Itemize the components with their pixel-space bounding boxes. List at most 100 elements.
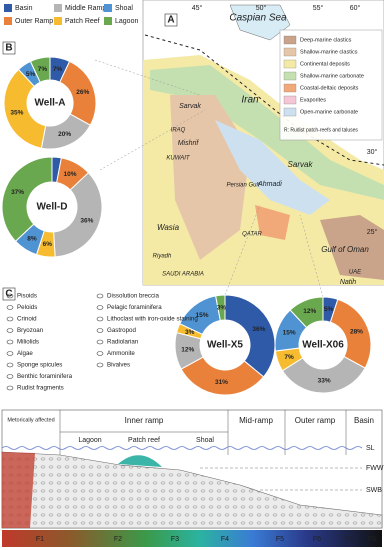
value-label: 35%: [10, 109, 23, 116]
map-zone: [255, 205, 290, 240]
value-label: 15%: [196, 312, 209, 319]
donut-title: Well-X06: [302, 340, 344, 351]
profile-label: Patch reef: [128, 437, 160, 444]
component-label: Pisoids: [17, 293, 37, 300]
donut-slice: [289, 296, 324, 329]
value-label: 28%: [350, 328, 363, 335]
value-label: 5%: [26, 71, 36, 78]
value-label: 5%: [324, 306, 334, 313]
facies-bar: [2, 530, 382, 547]
panel-label-box: [2, 41, 16, 55]
donut-slice: [180, 356, 265, 396]
map-label: SAUDI ARABIA: [162, 272, 204, 278]
component-icon: [6, 362, 14, 368]
leader-line: [224, 204, 261, 296]
legend-swatch: [54, 4, 62, 12]
legend-swatch: [4, 17, 12, 25]
donut-title: Well-D: [37, 202, 68, 213]
value-label: 10%: [64, 171, 77, 178]
leader-line: [94, 59, 201, 96]
component-label: Lithoclast with iron-oxide staining: [107, 316, 198, 323]
component-icon: [6, 328, 14, 333]
facies-label: F3: [171, 536, 179, 543]
component-label: Dissolution breccia: [107, 293, 159, 300]
map-legend-box: [279, 29, 383, 141]
level-label: FWWB: [366, 465, 384, 472]
component-label: Ammonite: [107, 350, 135, 357]
map-label: Sarvak: [288, 160, 314, 169]
facies-label: F2: [114, 536, 122, 543]
component-icon: [6, 339, 14, 345]
component-icon: [6, 374, 14, 379]
value-label: 12%: [303, 308, 316, 315]
component-label: Algae: [17, 350, 33, 357]
map-legend-note: R: Rudist patch-reefs and taluses: [284, 127, 358, 133]
meteoric-zone: [2, 452, 35, 528]
component-label: Rudist fragments: [17, 385, 64, 392]
value-label: 7%: [53, 66, 63, 73]
map-label: QATAR: [242, 232, 262, 238]
component-icon: [96, 362, 104, 368]
component-label: Pelagic foraminifera: [107, 304, 162, 311]
map-degree: 45°: [192, 4, 203, 12]
map-degree: 60°: [350, 4, 361, 12]
map-label: Natih: [340, 279, 356, 286]
value-label: 31%: [215, 379, 228, 386]
map-legend-swatch: [283, 95, 297, 105]
map-legend-label: Deep-marine clastics: [300, 37, 352, 43]
facies-label: F6: [313, 536, 321, 543]
legend-label: Shoal: [115, 5, 133, 12]
component-label: Gastropod: [107, 327, 136, 334]
facies-label: F4: [221, 536, 229, 543]
value-label: 3%: [185, 329, 195, 336]
component-label: Crinoid: [17, 316, 37, 323]
map-label: Caspian Sea: [229, 13, 287, 24]
sea-level: [1, 446, 363, 450]
legend-label: Patch Reef: [65, 18, 100, 25]
map-legend-swatch: [283, 59, 297, 69]
donut-slice: [215, 294, 226, 322]
legend-label: Basin: [15, 5, 33, 12]
value-label: 12%: [181, 346, 194, 353]
map-label: Iran: [241, 95, 259, 106]
profile-label: Shoal: [196, 437, 214, 444]
legend-swatch: [54, 17, 62, 25]
value-label: 7%: [38, 66, 48, 73]
legend-swatch: [104, 17, 112, 25]
profile-label: Outer ramp: [295, 416, 336, 425]
map-degree: 30°: [367, 148, 378, 156]
seabed: [1, 451, 383, 529]
level-label: SL: [366, 445, 375, 452]
map-degree: 55°: [313, 4, 324, 12]
map-zone: [215, 120, 330, 215]
value-label: 15%: [283, 330, 296, 337]
map-label: Wasia: [157, 223, 180, 232]
legend-label: Lagoon: [115, 18, 138, 25]
value-label: 37%: [11, 189, 24, 196]
component-label: Peloids: [17, 304, 37, 311]
component-icon: [6, 293, 14, 299]
donut-slice: [1, 156, 53, 242]
map-legend-swatch: [283, 107, 297, 117]
map-legend-label: Continental deposits: [300, 61, 350, 67]
component-icon: [6, 385, 14, 391]
facies-label: F8: [368, 536, 376, 543]
component-label: Radiolarian: [107, 339, 139, 346]
profile-label: Inner ramp: [125, 416, 164, 425]
patch-reef: [118, 455, 162, 467]
panel-label: A: [167, 15, 174, 26]
profile-label: Basin: [354, 416, 374, 425]
facies-label: F1: [36, 536, 44, 543]
map-legend-label: Open-marine carbonate: [300, 109, 358, 115]
value-label: 6%: [43, 241, 53, 248]
component-label: Miliolids: [17, 339, 39, 346]
map-label: UAE: [349, 270, 362, 276]
value-label: 3%: [217, 304, 227, 311]
map-label: Gulf of Oman: [321, 245, 369, 254]
facies-label: F7: [345, 536, 353, 543]
map-legend-swatch: [283, 71, 297, 81]
map-legend-swatch: [283, 83, 297, 93]
donut-slice: [224, 294, 276, 378]
legend-swatch: [4, 4, 12, 12]
